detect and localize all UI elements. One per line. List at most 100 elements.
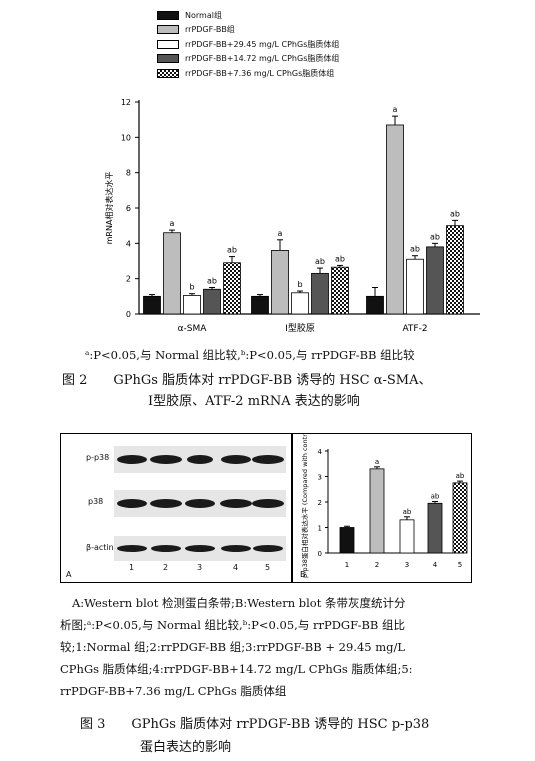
blot-label-beta-actin: β-actin [86, 543, 114, 552]
category-label: Ⅰ型胶原 [285, 322, 315, 334]
legend-label: rrPDGF-BB+14.72 mg/L CPhGs脂质体组 [185, 54, 340, 63]
panel-a-label: A [66, 570, 72, 579]
blot-lane-label: 2 [163, 563, 169, 572]
blot-band [185, 499, 215, 508]
blot-frame [60, 433, 292, 583]
bar [143, 295, 161, 315]
legend-label: Normal组 [185, 10, 222, 20]
blot-lane-label: 4 [233, 563, 239, 572]
significance-label: ab [227, 246, 237, 255]
blot-band [187, 455, 213, 464]
bar [446, 225, 464, 315]
y-axis-label: p-p38蛋白相对表达水平 (Compared with control) [300, 433, 309, 578]
y-tick-label: 2 [126, 275, 131, 284]
bar [426, 246, 444, 315]
y-tick-label: 10 [121, 133, 131, 142]
significance-label: b [297, 280, 302, 289]
panel-b-frame [292, 433, 472, 583]
bar [251, 295, 269, 315]
blot-band [150, 499, 182, 508]
bar [203, 288, 221, 315]
legend-item: rrPDGF-BB+14.72 mg/L CPhGs脂质体组 [157, 53, 339, 65]
fig3-note-line: rrPDGF-BB+7.36 mg/L CPhGs 脂质体组 [60, 684, 287, 698]
bar [399, 519, 415, 554]
legend-label: rrPDGF-BB+7.36 mg/L CPhGs脂质体组 [185, 68, 335, 78]
blot-band [252, 499, 284, 508]
fig3-caption-line1: 图 3 GPhGs 脂质体对 rrPDGF-BB 诱导的 HSC p-p38 [80, 717, 430, 732]
legend-swatch [157, 10, 179, 20]
blot-lane-label: 5 [265, 563, 271, 572]
blot-band [252, 455, 284, 464]
legend-label: rrPDGF-BB组 [185, 25, 235, 34]
bar [163, 232, 181, 315]
y-tick-label: 8 [126, 169, 131, 178]
blot-band [253, 545, 283, 552]
y-tick-label: 2 [318, 499, 322, 507]
legend-swatch [157, 39, 179, 49]
bar [427, 502, 443, 554]
y-tick-label: 6 [126, 204, 131, 213]
panel-b-label: B [300, 570, 306, 579]
bar [291, 292, 309, 315]
significance-label: ab [315, 257, 325, 266]
y-tick-label: 4 [318, 448, 323, 456]
category-label: 3 [405, 561, 409, 569]
blot-band [117, 545, 147, 552]
bar [366, 295, 384, 315]
legend-item: Normal组 [157, 9, 222, 21]
significance-label: ab [456, 472, 465, 480]
fig2-caption-line1: 图 2 GPhGs 脂质体对 rrPDGF-BB 诱导的 HSC α-SMA、 [62, 373, 432, 388]
category-label: 4 [433, 561, 438, 569]
blot-lane-label: 1 [129, 563, 135, 572]
blot-band [220, 499, 252, 508]
category-label: ATF-2 [402, 324, 427, 334]
significance-label: a [278, 229, 283, 238]
blot-band [221, 545, 251, 552]
y-tick-label: 0 [126, 310, 131, 319]
significance-label: a [375, 458, 379, 466]
blot-band [151, 545, 181, 552]
bar [183, 295, 201, 315]
legend-swatch [157, 68, 179, 78]
fig2-note: ᵃ:P<0.05,与 Normal 组比较,ᵇ:P<0.05,与 rrPDGF-… [85, 348, 415, 362]
significance-label: ab [403, 508, 412, 516]
y-tick-label: 12 [121, 98, 131, 107]
y-tick-label: 4 [126, 239, 131, 248]
legend-item: rrPDGF-BB+7.36 mg/L CPhGs脂质体组 [157, 67, 334, 79]
blot-lane-label: 3 [197, 563, 203, 572]
bar [369, 468, 385, 554]
blot-bands [114, 446, 286, 561]
fig3-note-line: 较;1:Normal 组;2:rrPDGF-BB 组;3:rrPDGF-BB +… [60, 640, 406, 654]
category-label: 1 [345, 561, 349, 569]
fig3-caption-line2: 蛋白表达的影响 [140, 740, 232, 755]
fig2-caption-line2: Ⅰ型胶原、ATF-2 mRNA 表达的影响 [148, 394, 360, 409]
bar [271, 249, 289, 315]
legend-item: rrPDGF-BB+29.45 mg/L CPhGs脂质体组 [157, 38, 339, 50]
significance-label: ab [431, 492, 440, 500]
blot-band [221, 455, 251, 464]
significance-label: b [189, 283, 194, 292]
significance-label: ab [450, 209, 460, 218]
significance-label: ab [335, 254, 345, 263]
legend-item: rrPDGF-BB组 [157, 24, 235, 36]
bar [331, 266, 349, 315]
blot-band [117, 455, 147, 464]
bar [311, 272, 329, 315]
fig3-bar-chart: B 0 1 2 3 4 p-p38蛋白相对表达水平 (Compared with contr… [292, 433, 472, 583]
bar [223, 262, 241, 315]
fig3-note-line: 析图;ᵃ:P<0.05,与 Normal 组比较,ᵇ:P<0.05,与 rrPD… [60, 618, 406, 632]
significance-label: ab [430, 232, 440, 241]
category-label: 2 [375, 561, 379, 569]
blot-band [150, 455, 182, 464]
significance-label: ab [410, 245, 420, 254]
blot-label-p38: p38 [88, 497, 104, 506]
category-label: α-SMA [178, 324, 208, 334]
blot-band [185, 545, 215, 552]
legend-swatch [157, 54, 179, 63]
bar [386, 124, 404, 315]
western-blot-panel: p-p38 p38 β-actin A 1 2 3 4 5 [60, 433, 292, 583]
blot-label-p-p38: p-p38 [86, 453, 110, 462]
legend-swatch [157, 25, 179, 34]
fig3-note-line: CPhGs 脂质体组;4:rrPDGF-BB+14.72 mg/L CPhGs … [60, 662, 413, 676]
